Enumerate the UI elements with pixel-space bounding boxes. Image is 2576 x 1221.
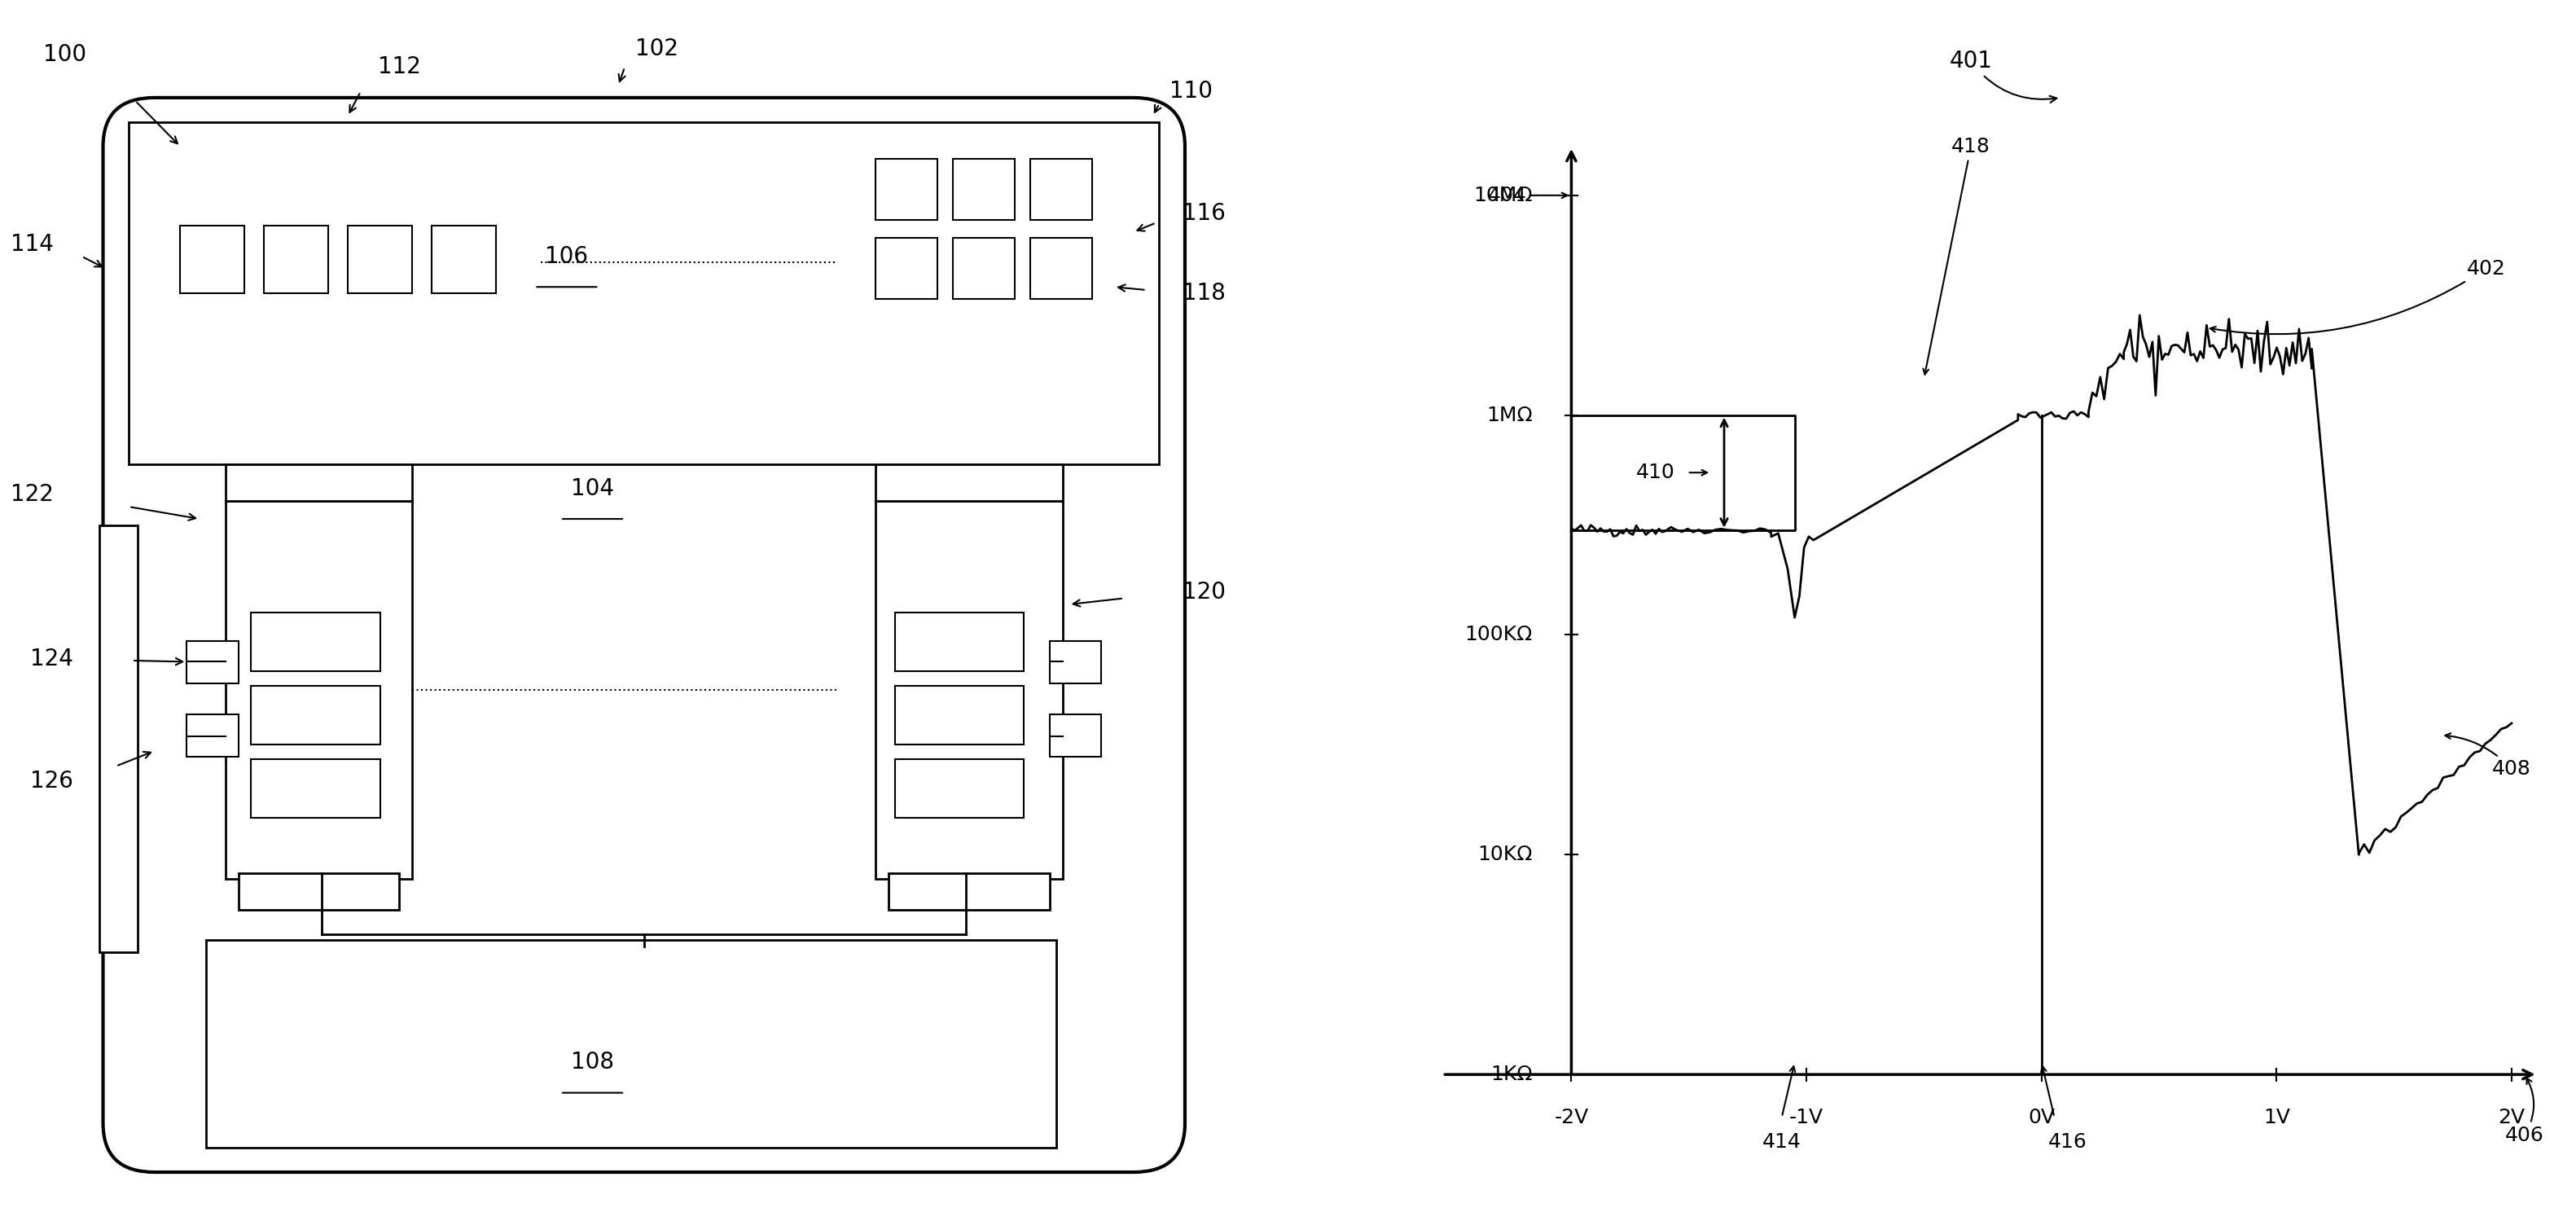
Bar (1030, 159, 1092, 220)
Bar (206, 940, 1056, 1148)
Bar (227, 501, 412, 879)
Text: 402: 402 (2210, 259, 2506, 335)
Bar (889, 873, 1051, 910)
Bar (252, 759, 381, 818)
Text: 118: 118 (1182, 282, 1226, 304)
Text: 122: 122 (10, 484, 54, 505)
Text: 414: 414 (1762, 1132, 1801, 1151)
Bar (433, 226, 497, 293)
Bar (953, 238, 1015, 299)
Bar (252, 613, 381, 672)
Text: 408: 408 (2445, 734, 2532, 779)
Text: 108: 108 (572, 1051, 613, 1073)
Text: 1MΩ: 1MΩ (1486, 405, 1533, 425)
Text: 401: 401 (1950, 50, 2056, 103)
Text: 406: 406 (2504, 1078, 2545, 1145)
Bar (1051, 714, 1103, 757)
Text: 418: 418 (1924, 137, 1991, 375)
Text: 2V: 2V (2499, 1107, 2524, 1127)
Bar (1030, 238, 1092, 299)
Text: 120: 120 (1182, 581, 1226, 603)
Text: -2V: -2V (1553, 1107, 1589, 1127)
Bar (98, 525, 139, 952)
Text: 112: 112 (379, 56, 420, 78)
Text: 1KΩ: 1KΩ (1492, 1065, 1533, 1084)
Text: 10KΩ: 10KΩ (1479, 845, 1533, 864)
Text: 110: 110 (1170, 81, 1213, 103)
Bar (896, 686, 1025, 745)
Text: 102: 102 (636, 38, 677, 60)
Bar (237, 873, 399, 910)
Bar (876, 159, 938, 220)
Text: 116: 116 (1182, 203, 1226, 225)
Bar (876, 501, 1064, 879)
Bar (896, 613, 1025, 672)
Bar (876, 464, 1064, 501)
Text: 100KΩ: 100KΩ (1466, 625, 1533, 645)
Text: 410: 410 (1636, 463, 1674, 482)
Bar (227, 464, 412, 501)
Text: 0V: 0V (2027, 1107, 2056, 1127)
Bar (252, 686, 381, 745)
Text: 106: 106 (546, 245, 587, 267)
Text: 1V: 1V (2264, 1107, 2290, 1127)
Bar (129, 122, 1159, 464)
Text: 124: 124 (31, 648, 72, 670)
Text: 126: 126 (31, 770, 72, 792)
Bar (896, 759, 1025, 818)
Bar (876, 238, 938, 299)
Bar (953, 159, 1015, 220)
Text: 10MΩ: 10MΩ (1473, 186, 1533, 205)
Text: -1V: -1V (1790, 1107, 1824, 1127)
Bar (188, 641, 237, 684)
Bar (265, 226, 330, 293)
Bar (348, 226, 412, 293)
Bar (188, 714, 237, 757)
Text: 104: 104 (572, 477, 613, 499)
Text: 416: 416 (2048, 1132, 2087, 1151)
Bar (180, 226, 245, 293)
FancyBboxPatch shape (103, 98, 1185, 1172)
Text: 100: 100 (44, 44, 85, 66)
Bar (1051, 641, 1103, 684)
Text: 404: 404 (1486, 186, 1566, 205)
Text: 114: 114 (10, 233, 54, 255)
